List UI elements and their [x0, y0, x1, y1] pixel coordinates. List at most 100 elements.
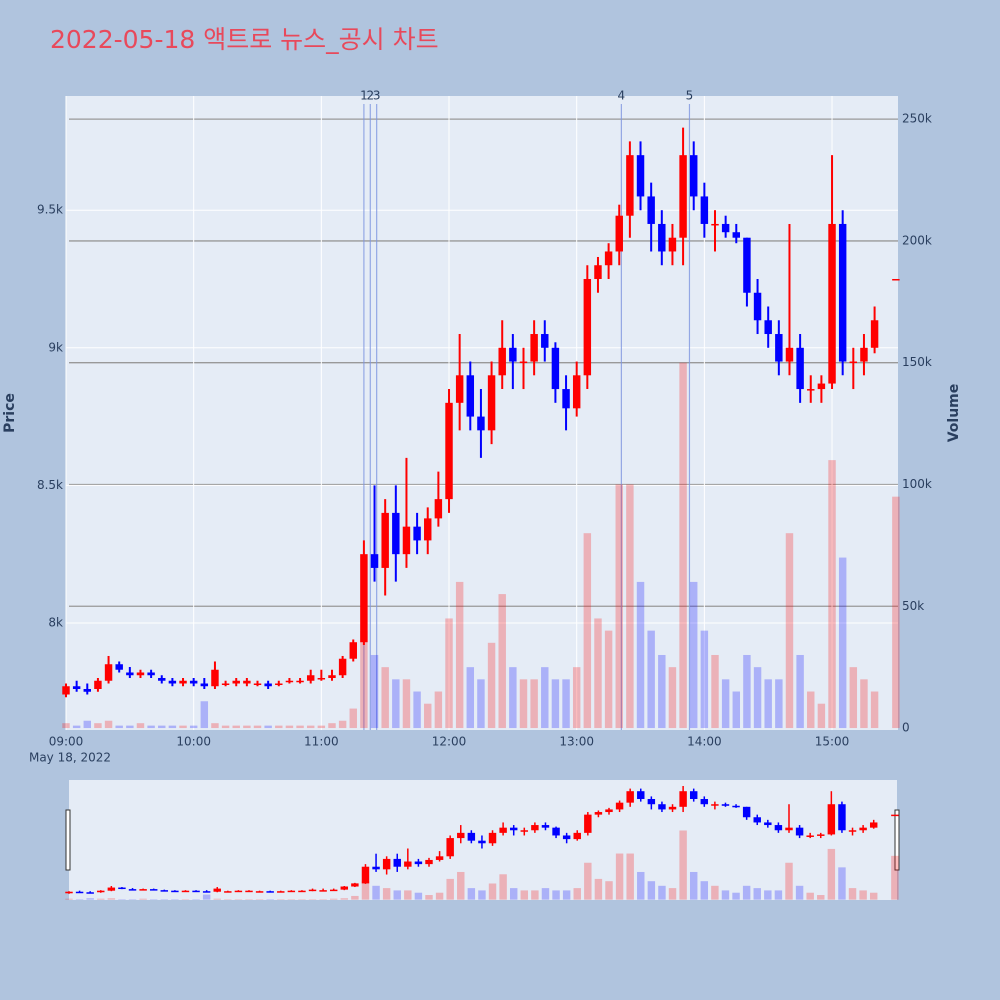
- slider-volume-bar: [531, 890, 539, 900]
- slider-volume-bar: [107, 898, 116, 900]
- slider-volume-bar: [425, 895, 433, 900]
- candle-body: [328, 675, 336, 678]
- slider-volume-bar: [668, 888, 677, 900]
- candle-body: [892, 278, 900, 281]
- candle-body: [83, 688, 92, 692]
- slider-candle-body: [213, 888, 221, 892]
- candle-body: [764, 320, 772, 335]
- news-label: 4: [618, 89, 626, 103]
- candle-body: [743, 237, 751, 293]
- slider-volume-bar: [742, 885, 751, 900]
- volume-bar: [264, 725, 272, 729]
- slider-candle-body: [118, 887, 126, 890]
- volume-bar: [498, 594, 506, 729]
- volume-bar: [775, 679, 783, 729]
- candle-body: [647, 196, 655, 224]
- slider-volume-bar: [679, 830, 687, 900]
- volume-bar: [466, 667, 475, 729]
- volume-bar: [700, 630, 709, 729]
- x-tick-label: 09:00: [49, 735, 84, 749]
- candle-body: [211, 669, 219, 687]
- volume-bar: [658, 654, 666, 729]
- candle-body: [179, 680, 187, 684]
- volume-bar: [817, 703, 826, 729]
- candle-body: [455, 375, 464, 403]
- slider-candle-body: [488, 832, 497, 844]
- volume-bar: [690, 581, 698, 729]
- volume-bar: [349, 708, 357, 729]
- range-handle[interactable]: [894, 809, 900, 871]
- slider-candle-body: [764, 822, 772, 826]
- slider-candle-body: [689, 791, 698, 800]
- slider-volume-bar: [446, 878, 454, 900]
- slider-candle-body: [742, 806, 751, 818]
- candle-body: [104, 664, 113, 681]
- y2-tick-label: 50k: [902, 599, 924, 613]
- candle-body: [828, 223, 836, 384]
- slider-candle-body: [467, 832, 476, 841]
- volume-bar: [562, 679, 570, 729]
- slider-volume-bar: [467, 888, 476, 900]
- volume-bar: [860, 679, 868, 729]
- volume-bar: [189, 725, 198, 729]
- y-tick-label: 8.5k: [37, 478, 63, 492]
- slider-volume-bar: [562, 890, 571, 900]
- y2-tick-label: 100k: [902, 477, 932, 491]
- slider-candle-body: [626, 791, 634, 803]
- volume-bar: [115, 725, 123, 729]
- slider-candle-body: [806, 835, 814, 837]
- slider-volume-bar: [764, 890, 772, 900]
- slider-volume-bar: [541, 888, 550, 900]
- candle-body: [562, 389, 570, 409]
- slider-candle-body: [65, 891, 73, 894]
- slider-candle-body: [795, 827, 804, 836]
- range-handle[interactable]: [65, 809, 71, 871]
- slider-volume-bar: [488, 883, 497, 900]
- slider-candle-body: [192, 890, 200, 893]
- candle-body: [626, 155, 634, 216]
- y-axis-title: Price: [2, 393, 18, 433]
- slider-candle-body: [171, 890, 179, 893]
- x-tick-label: 11:00: [304, 735, 339, 749]
- news-label: 5: [686, 89, 694, 103]
- slider-volume-bar: [838, 867, 846, 900]
- candle-body: [72, 686, 81, 689]
- slider-candle-body: [658, 804, 666, 810]
- candle-body: [243, 680, 251, 684]
- candle-body: [796, 347, 804, 390]
- candle-body: [509, 347, 517, 362]
- candle-body: [285, 680, 294, 683]
- volume-bar: [370, 654, 379, 729]
- slider-volume-bar: [414, 892, 423, 900]
- candle-body: [775, 334, 783, 362]
- candle-body: [849, 361, 858, 364]
- slider-candle-body: [637, 791, 645, 800]
- candle-body: [264, 683, 272, 687]
- slider-candle-body: [721, 804, 730, 806]
- candle-body: [434, 499, 443, 519]
- slider-candle-body: [266, 891, 274, 893]
- candle-body: [62, 686, 70, 695]
- volume-bar: [668, 667, 677, 729]
- volume-bar: [126, 725, 134, 729]
- slider-volume-bar: [329, 898, 338, 900]
- slider-candle-body: [382, 858, 391, 870]
- volume-bar: [211, 723, 219, 729]
- news-label: 2: [366, 89, 374, 103]
- slider-volume-bar: [689, 871, 698, 900]
- candle-body: [530, 334, 538, 362]
- volume-bar: [743, 654, 751, 729]
- slider-candle-body: [499, 827, 507, 833]
- volume-bar: [317, 725, 326, 729]
- candle-body: [94, 680, 102, 689]
- volume-bar: [275, 725, 283, 729]
- volume-bar: [253, 725, 262, 729]
- volume-bar: [572, 667, 581, 729]
- range-slider[interactable]: [69, 780, 897, 900]
- slider-candle-body: [605, 809, 613, 813]
- slider-volume-bar: [848, 888, 857, 900]
- candle-body: [317, 677, 326, 680]
- slider-volume-bar: [637, 871, 645, 900]
- candle-body: [370, 554, 379, 568]
- slider-candle-body: [329, 889, 338, 892]
